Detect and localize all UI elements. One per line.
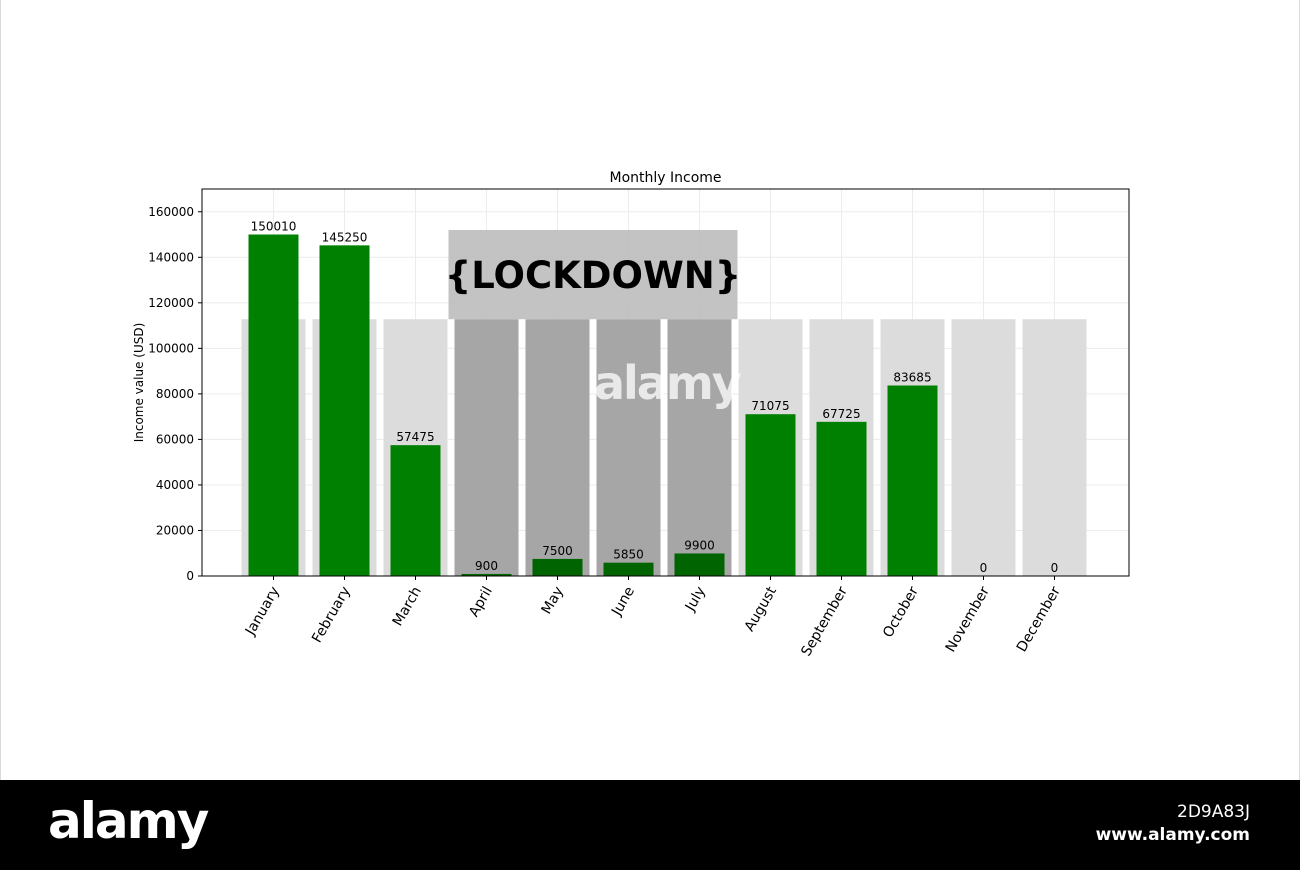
data-label: 7500 <box>542 544 573 558</box>
background-column <box>525 319 590 576</box>
x-tick-label: June <box>608 584 638 619</box>
y-tick-label: 120000 <box>148 296 194 310</box>
y-axis-label: Income value (USD) <box>132 323 146 443</box>
data-label: 0 <box>980 561 988 575</box>
x-tick-label: October <box>880 584 922 641</box>
bar-july <box>674 553 725 576</box>
bar-august <box>745 414 796 576</box>
plot-frame <box>201 188 1130 577</box>
bar-april <box>461 573 512 576</box>
x-tick-label: November <box>943 584 993 655</box>
footer-bar <box>0 780 1300 870</box>
data-label: 145250 <box>322 230 368 244</box>
x-tick-label: February <box>309 584 354 646</box>
y-tick-label: 100000 <box>148 341 194 355</box>
data-label: 83685 <box>893 370 931 384</box>
data-label: 150010 <box>251 220 297 234</box>
background-column <box>951 319 1016 576</box>
x-tick-label: July <box>682 584 709 615</box>
y-tick-label: 60000 <box>156 432 194 446</box>
bar-may <box>532 558 583 576</box>
data-label: 9900 <box>684 538 715 552</box>
footer-logo: alamy <box>48 792 209 850</box>
data-label: 67725 <box>822 407 860 421</box>
x-tick-label: May <box>539 584 567 617</box>
chart-canvas: {LOCKDOWN} 150010 145250 57475 900 7500 5850 99… <box>0 0 1300 780</box>
chart-title: Monthly Income <box>609 170 721 186</box>
x-tick-label: January <box>242 584 283 639</box>
y-tick-label: 20000 <box>156 523 194 537</box>
y-tick-label: 80000 <box>156 387 194 401</box>
background-column <box>454 319 519 576</box>
y-tick-label: 160000 <box>148 205 194 219</box>
bar-october <box>887 385 938 576</box>
bar-september <box>816 421 867 576</box>
bar-january <box>248 234 299 576</box>
x-tick-label: April <box>466 584 496 620</box>
income-bar-chart: {LOCKDOWN} 150010 145250 57475 900 7500 5850 99… <box>132 170 1130 659</box>
background-column <box>1022 319 1087 576</box>
background-column <box>667 319 732 576</box>
x-tick-label: September <box>798 584 851 659</box>
y-tick-label: 40000 <box>156 478 194 492</box>
x-tick-label: December <box>1014 584 1064 655</box>
y-tick-label: 0 <box>186 569 194 583</box>
background-column <box>596 319 661 576</box>
watermark-center: alamy <box>594 356 742 410</box>
data-label: 5850 <box>613 548 644 562</box>
data-label: 57475 <box>396 430 434 444</box>
x-tick-label: August <box>742 584 781 635</box>
bar-march <box>390 445 441 576</box>
lockdown-annotation: {LOCKDOWN} <box>445 254 741 297</box>
lockdown-box <box>448 229 738 320</box>
data-label: 0 <box>1051 561 1059 575</box>
footer-image-id: 2D9A83J <box>1177 802 1250 822</box>
y-tick-label: 140000 <box>148 250 194 264</box>
x-tick-label: March <box>390 584 425 629</box>
bar-february <box>319 245 370 576</box>
data-label: 71075 <box>751 399 789 413</box>
bar-june <box>603 562 654 576</box>
footer-url: www.alamy.com <box>1095 825 1250 845</box>
data-label: 900 <box>475 559 498 573</box>
